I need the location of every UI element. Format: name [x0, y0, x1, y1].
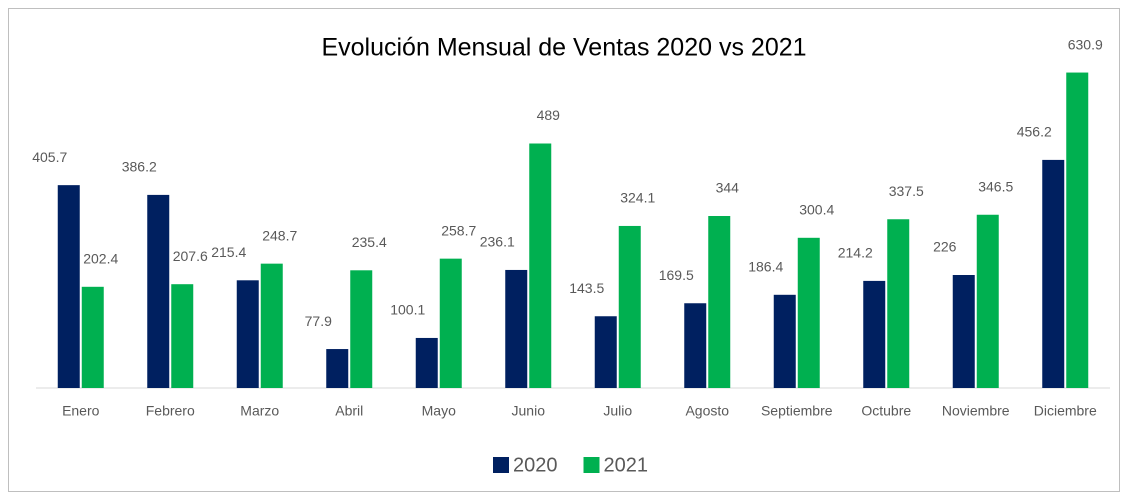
x-tick-label: Noviembre	[942, 403, 1010, 419]
data-label: 258.7	[441, 222, 476, 238]
bar	[976, 214, 999, 388]
data-label: 215.4	[211, 244, 246, 260]
data-label: 324.1	[620, 190, 655, 206]
data-label: 202.4	[83, 251, 118, 267]
x-tick-label: Enero	[62, 403, 100, 419]
x-tick-label: Junio	[512, 403, 546, 419]
x-tick-label: Diciembre	[1034, 403, 1097, 419]
bar	[952, 275, 975, 388]
bar	[236, 280, 259, 388]
data-label: 235.4	[352, 234, 387, 250]
data-label: 344	[716, 180, 740, 196]
bar	[1066, 72, 1089, 389]
chart-frame	[8, 8, 1120, 492]
bar	[594, 316, 617, 388]
bar	[171, 284, 194, 388]
data-label: 300.4	[799, 202, 834, 218]
data-label: 405.7	[32, 149, 67, 165]
x-tick-label: Septiembre	[761, 403, 833, 419]
data-label: 214.2	[838, 245, 873, 261]
bar	[260, 263, 283, 388]
bar	[326, 349, 349, 388]
legend-swatch	[583, 457, 600, 473]
bar	[684, 303, 707, 388]
data-label: 77.9	[305, 313, 332, 329]
bar	[505, 269, 528, 388]
data-label: 236.1	[480, 234, 515, 250]
data-label: 489	[537, 107, 561, 123]
bar	[773, 294, 796, 388]
data-label: 456.2	[1017, 124, 1052, 140]
bar	[415, 337, 438, 388]
bar	[350, 270, 373, 388]
bar	[887, 219, 910, 388]
data-label: 337.5	[889, 183, 924, 199]
bar	[147, 194, 170, 388]
x-tick-label: Abril	[335, 403, 363, 419]
legend-swatch	[493, 457, 509, 473]
chart-title: Evolución Mensual de Ventas 2020 vs 2021	[321, 34, 806, 62]
data-label: 386.2	[122, 159, 157, 175]
data-label: 207.6	[173, 248, 208, 264]
data-label: 346.5	[978, 178, 1013, 194]
bar	[863, 280, 886, 388]
bar	[81, 286, 104, 388]
data-label: 226	[933, 239, 957, 255]
data-label: 169.5	[659, 267, 694, 283]
data-label: 248.7	[262, 227, 297, 243]
bar	[439, 258, 462, 388]
x-tick-label: Agosto	[685, 403, 729, 419]
x-tick-label: Mayo	[422, 403, 456, 419]
data-label: 186.4	[748, 259, 783, 275]
data-label: 100.1	[390, 302, 425, 318]
x-tick-label: Febrero	[146, 403, 195, 419]
x-tick-label: Julio	[603, 403, 632, 419]
bar	[1042, 159, 1065, 388]
bar	[797, 237, 820, 388]
data-label: 143.5	[569, 280, 604, 296]
legend-label: 2021	[604, 454, 649, 476]
legend-label: 2020	[513, 454, 558, 476]
data-label: 630.9	[1068, 36, 1103, 52]
x-tick-label: Octubre	[861, 403, 911, 419]
bar	[529, 143, 552, 388]
bar	[708, 216, 731, 388]
x-tick-label: Marzo	[240, 403, 279, 419]
bar	[618, 225, 641, 388]
bar	[57, 185, 80, 388]
